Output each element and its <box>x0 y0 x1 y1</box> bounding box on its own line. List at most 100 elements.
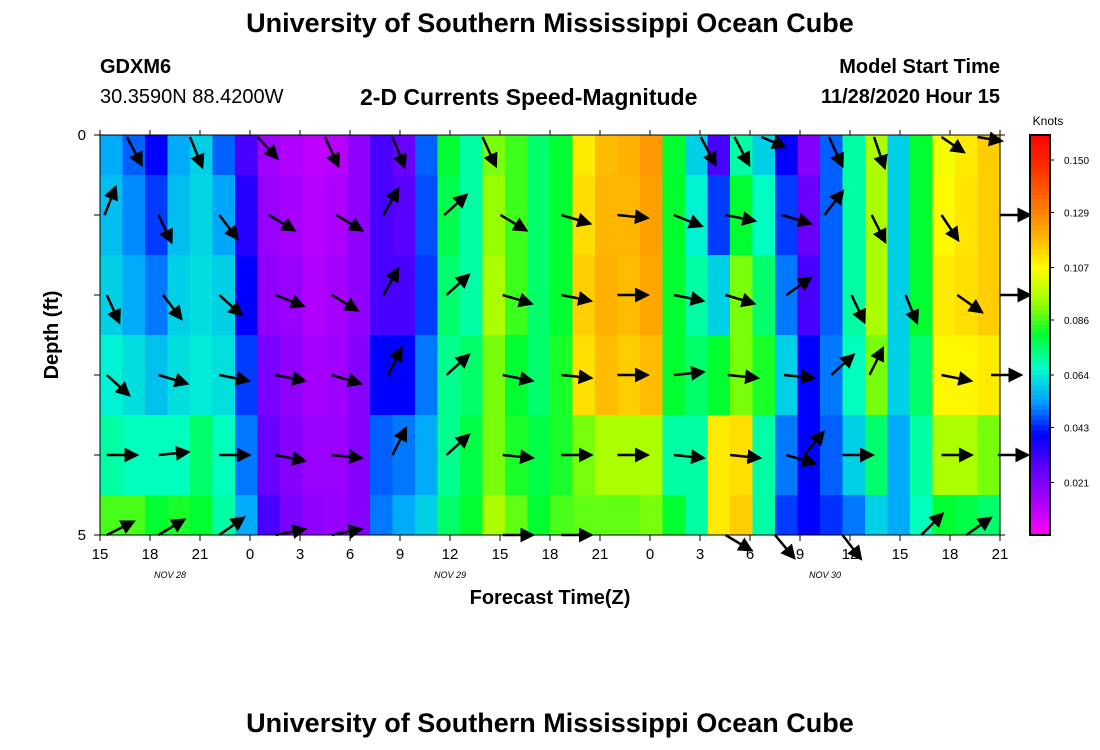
colorbar-segment <box>1030 310 1050 316</box>
heatmap-cell <box>707 335 731 415</box>
current-vector-arrow <box>218 516 246 537</box>
heatmap-cell <box>325 135 349 175</box>
heatmap-cell <box>460 135 484 175</box>
colorbar-segment <box>1030 135 1050 141</box>
heatmap-cell <box>370 255 394 335</box>
heatmap-cell <box>932 495 956 535</box>
current-vector-arrow <box>256 136 279 161</box>
heatmap-cell <box>527 335 551 415</box>
colorbar-segment <box>1030 505 1050 511</box>
heatmap-cell <box>887 135 911 175</box>
x-tick-label: 12 <box>842 546 859 563</box>
heatmap-cell <box>122 495 146 535</box>
heatmap-cell <box>100 255 124 335</box>
current-vector-arrow <box>872 136 888 171</box>
heatmap-cell <box>752 495 776 535</box>
heatmap-cell <box>460 255 484 335</box>
colorbar-segment <box>1030 285 1050 291</box>
x-tick-label: 18 <box>142 546 159 563</box>
current-vector-arrow <box>331 524 364 539</box>
colorbar: 0.150 0.129 0.107 0.086 0.064 0.043 0.021 <box>1029 134 1089 536</box>
heatmap-cell <box>100 495 124 535</box>
current-vector-arrow <box>725 211 758 226</box>
heatmap-cell <box>977 255 1001 335</box>
heatmap-cell <box>662 495 686 535</box>
heatmap-cell <box>257 495 281 535</box>
heatmap-cell <box>415 335 439 415</box>
x-tick-label: 18 <box>942 546 959 563</box>
colorbar-segment <box>1030 230 1050 236</box>
heatmap-cell <box>887 495 911 535</box>
colorbar-segment <box>1030 375 1050 381</box>
heatmap-cell <box>842 255 866 335</box>
heatmap-cell <box>392 415 416 495</box>
heatmap-cell <box>595 335 619 415</box>
heatmap-cell <box>977 495 1001 535</box>
colorbar-segment <box>1030 530 1050 536</box>
colorbar-frame <box>1029 134 1051 536</box>
y-axis: 05 <box>78 127 1005 544</box>
current-vector-arrow <box>331 372 363 388</box>
colorbar-segment <box>1030 150 1050 156</box>
heatmap-cell <box>415 415 439 495</box>
current-vector-arrow <box>561 369 594 385</box>
current-vector-arrow <box>724 533 754 552</box>
colorbar-segment <box>1030 300 1050 306</box>
current-vector-arrow <box>188 136 205 170</box>
chart-title: 2-D Currents Speed-Magnitude <box>360 84 698 110</box>
heatmap-cell <box>347 335 371 415</box>
heatmap-cell <box>707 415 731 495</box>
heatmap-cell <box>797 415 821 495</box>
heatmap-cell <box>437 175 461 255</box>
colorbar-segment <box>1030 255 1050 261</box>
colorbar-segment <box>1030 410 1050 416</box>
heatmap-cell <box>640 175 664 255</box>
colorbar-segment <box>1030 235 1050 241</box>
heatmap-cell <box>640 335 664 415</box>
colorbar-tick-label: 0.107 <box>1064 264 1089 275</box>
colorbar-segment <box>1030 185 1050 191</box>
heatmap-cell <box>527 415 551 495</box>
current-vector-arrow <box>103 184 118 216</box>
heatmap-cell <box>122 175 146 255</box>
current-vector-arrow <box>162 294 183 321</box>
colorbar-segment <box>1030 345 1050 351</box>
current-vector-arrow <box>941 371 974 386</box>
heatmap-cell <box>392 335 416 415</box>
heatmap-cell <box>347 175 371 255</box>
current-vector-arrow <box>386 345 403 376</box>
heatmap-cell <box>482 335 506 415</box>
heatmap-cell <box>325 335 349 415</box>
heatmap-cell <box>392 495 416 535</box>
heatmap-cell <box>730 335 754 415</box>
heatmap-cell <box>122 135 146 175</box>
colorbar-segment <box>1030 525 1050 531</box>
heatmap-cell <box>955 255 979 335</box>
heatmap-cell <box>145 335 169 415</box>
colorbar-segment <box>1030 450 1050 456</box>
x-tick-label: 3 <box>696 546 704 563</box>
colorbar-segment <box>1030 420 1050 426</box>
colorbar-segment <box>1030 240 1050 246</box>
current-vector-arrow <box>977 131 1004 147</box>
heatmap-cell <box>865 415 889 495</box>
y-axis-label: Depth (ft) <box>41 291 63 380</box>
colorbar-segment <box>1030 415 1050 421</box>
heatmap-cell <box>910 495 934 535</box>
current-vector-arrow <box>803 430 826 456</box>
heatmap-cell <box>347 135 371 175</box>
heatmap-cell <box>572 495 596 535</box>
current-vector-arrow <box>870 214 887 245</box>
heatmap-cell <box>820 175 844 255</box>
heatmap-cell <box>887 255 911 335</box>
heatmap-cell <box>190 335 214 415</box>
heatmap-cell <box>887 335 911 415</box>
colorbar-segment <box>1030 395 1050 401</box>
heatmap-cell <box>100 135 124 175</box>
current-vector-arrow <box>725 292 757 308</box>
current-vector-arrow <box>275 371 308 386</box>
heatmap-cell <box>235 135 259 175</box>
heatmap-cell <box>167 255 191 335</box>
current-vector-arrow <box>850 294 866 325</box>
heatmap-cell <box>257 255 281 335</box>
